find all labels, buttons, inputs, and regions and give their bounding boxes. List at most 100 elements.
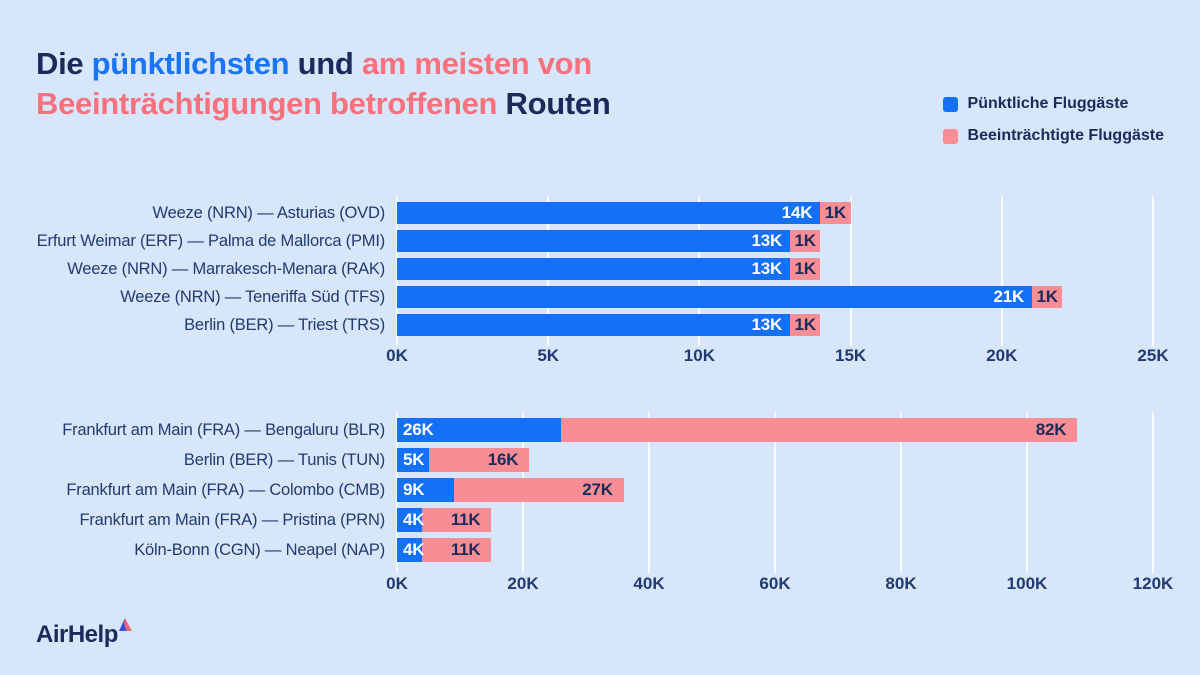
value-label-punctual: 13K xyxy=(751,259,783,278)
bar-segment-disrupted: 1K xyxy=(1032,286,1063,308)
axis-tick-label: 20K xyxy=(986,346,1018,365)
chart-punctual-routes: Weeze (NRN) — Asturias (OVD) 14K 1K Erfurt … xyxy=(36,196,1169,366)
chart-row: Frankfurt am Main (FRA) — Pristina (PRN)… xyxy=(36,505,1164,535)
bar-track: 26K 82K xyxy=(397,418,1153,442)
bar-track: 21K 1K xyxy=(397,286,1153,308)
value-label-disrupted: 16K xyxy=(487,450,519,469)
route-label: Frankfurt am Main (FRA) — Colombo (CMB) xyxy=(66,480,385,499)
legend-item-punctual: Pünktliche Fluggäste xyxy=(942,95,1164,113)
chart-rows: Weeze (NRN) — Asturias (OVD) 14K 1K Erfurt … xyxy=(36,196,1164,346)
bar-segment-punctual: 13K xyxy=(397,258,791,280)
bar-segment-disrupted: 11K xyxy=(422,508,492,532)
bar-segment-punctual: 26K xyxy=(397,418,561,442)
route-label: Weeze (NRN) — Marrakesch-Menara (RAK) xyxy=(67,259,385,278)
bar-track: 4K 11K xyxy=(397,538,1153,562)
value-label-punctual: 4K xyxy=(403,540,425,559)
value-label-punctual: 26K xyxy=(403,420,434,439)
route-label: Berlin (BER) — Tunis (TUN) xyxy=(183,450,385,469)
bar-segment-punctual: 13K xyxy=(397,230,791,252)
chart-row: Köln-Bonn (CGN) — Neapel (NAP) 4K 11K xyxy=(36,535,1164,565)
axis-tick-label: 5K xyxy=(537,346,560,365)
value-label-disrupted: 1K xyxy=(1036,287,1058,306)
legend: Pünktliche Fluggäste Beeinträchtigte Flu… xyxy=(942,95,1164,145)
axis-tick-label: 40K xyxy=(633,574,665,593)
bar-track: 14K 1K xyxy=(397,202,1153,224)
title-segment: Routen xyxy=(497,86,611,121)
axis-tick-label: 10K xyxy=(683,346,715,365)
title-segment: und xyxy=(289,46,362,81)
value-label-punctual: 14K xyxy=(781,203,813,222)
value-label-punctual: 13K xyxy=(751,315,783,334)
axis-tick-label: 80K xyxy=(885,574,917,593)
bar-track: 13K 1K xyxy=(397,314,1153,336)
chart-disrupted-routes: Frankfurt am Main (FRA) — Bengaluru (BLR… xyxy=(36,412,1173,594)
x-axis: 0K 20K 40K 60K 80K 100K 120K xyxy=(386,574,1173,594)
value-label-punctual: 5K xyxy=(403,450,425,469)
route-label: Weeze (NRN) — Teneriffa Süd (TFS) xyxy=(120,287,385,306)
bar-track: 9K 27K xyxy=(397,478,1153,502)
title-segment: Die xyxy=(36,46,92,81)
axis-tick-label: 25K xyxy=(1137,346,1169,365)
bar-segment-disrupted: 82K xyxy=(560,418,1078,442)
bar-segment-disrupted: 16K xyxy=(428,448,530,472)
title-segment: pünktlichsten xyxy=(91,46,290,81)
bar-segment-punctual: 4K xyxy=(397,538,425,562)
bar-track: 13K 1K xyxy=(397,258,1153,280)
axis-tick-label: 15K xyxy=(835,346,867,365)
value-label-disrupted: 11K xyxy=(450,540,481,559)
axis-tick-label: 20K xyxy=(507,574,539,593)
legend-swatch-punctual-icon xyxy=(942,96,958,112)
route-label: Köln-Bonn (CGN) — Neapel (NAP) xyxy=(134,540,385,559)
chart-row: Weeze (NRN) — Marrakesch-Menara (RAK) 13K… xyxy=(36,255,1164,283)
bar-segment-disrupted: 27K xyxy=(453,478,624,502)
axis-tick-label: 0K xyxy=(386,346,408,365)
value-label-disrupted: 1K xyxy=(794,231,817,250)
value-label-disrupted: 1K xyxy=(794,259,817,278)
chart-row: Frankfurt am Main (FRA) — Colombo (CMB) 9… xyxy=(36,475,1164,505)
chart-row: Weeze (NRN) — Teneriffa Süd (TFS) 21K 1K xyxy=(36,283,1164,311)
bar-track: 5K 16K xyxy=(397,448,1153,472)
chart-row: Berlin (BER) — Tunis (TUN) 5K 16K xyxy=(36,445,1164,475)
value-label-punctual: 4K xyxy=(403,510,425,529)
axis-tick-label: 120K xyxy=(1132,574,1174,593)
airhelp-logo-text: AirHelp xyxy=(36,621,118,648)
chart-row: Berlin (BER) — Triest (TRS) 13K 1K xyxy=(36,311,1164,339)
airhelp-logo: AirHelp xyxy=(36,618,133,649)
legend-label-disrupted: Beeinträchtigte Fluggäste xyxy=(967,127,1164,144)
bar-segment-disrupted: 1K xyxy=(790,314,821,336)
route-label: Erfurt Weimar (ERF) — Palma de Mallorca … xyxy=(36,231,385,250)
bar-segment-disrupted: 11K xyxy=(422,538,492,562)
chart-row: Weeze (NRN) — Asturias (OVD) 14K 1K xyxy=(36,199,1164,227)
bar-track: 4K 11K xyxy=(397,508,1153,532)
axis-tick-label: 60K xyxy=(759,574,791,593)
chart-row: Frankfurt am Main (FRA) — Bengaluru (BLR… xyxy=(36,415,1164,445)
x-axis: 0K 5K 10K 15K 20K 25K xyxy=(386,346,1168,366)
legend-item-disrupted: Beeinträchtigte Fluggäste xyxy=(942,127,1164,145)
legend-swatch-disrupted-icon xyxy=(942,128,958,144)
bar-segment-punctual: 5K xyxy=(397,448,429,472)
value-label-disrupted: 1K xyxy=(794,315,817,334)
value-label-punctual: 13K xyxy=(751,231,783,250)
route-label: Frankfurt am Main (FRA) — Bengaluru (BLR… xyxy=(62,420,385,439)
route-label: Berlin (BER) — Triest (TRS) xyxy=(184,315,385,334)
value-label-punctual: 21K xyxy=(993,287,1025,306)
chart-row: Erfurt Weimar (ERF) — Palma de Mallorca … xyxy=(36,227,1164,255)
bar-segment-disrupted: 1K xyxy=(790,258,821,280)
bar-segment-disrupted: 1K xyxy=(820,202,851,224)
value-label-disrupted: 11K xyxy=(450,510,481,529)
title-segment: am meisten von Beeinträchtigungen betrof… xyxy=(36,46,592,121)
bar-segment-punctual: 9K xyxy=(397,478,454,502)
route-label: Weeze (NRN) — Asturias (OVD) xyxy=(152,203,386,222)
bar-segment-punctual: 14K xyxy=(397,202,821,224)
chart-rows: Frankfurt am Main (FRA) — Bengaluru (BLR… xyxy=(36,412,1164,573)
value-label-disrupted: 82K xyxy=(1035,420,1067,439)
bar-segment-punctual: 13K xyxy=(397,314,791,336)
route-label: Frankfurt am Main (FRA) — Pristina (PRN) xyxy=(79,510,385,529)
value-label-punctual: 9K xyxy=(403,480,425,499)
axis-tick-label: 100K xyxy=(1006,574,1048,593)
bar-segment-disrupted: 1K xyxy=(790,230,821,252)
value-label-disrupted: 1K xyxy=(824,203,847,222)
bar-segment-punctual: 4K xyxy=(397,508,425,532)
bar-track: 13K 1K xyxy=(397,230,1153,252)
